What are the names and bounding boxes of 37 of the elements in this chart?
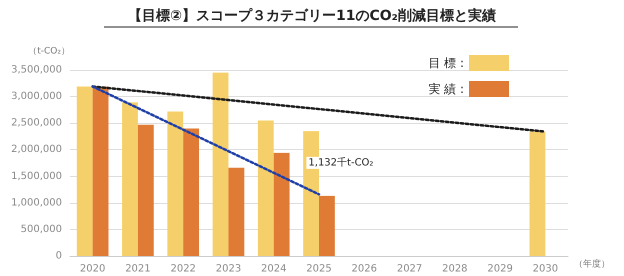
legend-label: 目 標 : — [428, 56, 464, 70]
x-tick-label: 2030 — [532, 264, 558, 274]
y-tick-label: 2,500,000 — [11, 118, 62, 129]
bar — [319, 196, 335, 256]
x-axis-title: （年度） — [574, 258, 610, 270]
bar — [258, 120, 274, 256]
x-tick-label: 2024 — [261, 264, 286, 274]
x-tick-label: 2029 — [487, 264, 513, 274]
y-tick-label: 1,000,000 — [11, 197, 62, 208]
y-tick-label: 0 — [56, 250, 62, 262]
bar — [76, 86, 93, 256]
x-tick-label: 2027 — [396, 264, 422, 274]
x-tick-label: 2026 — [352, 264, 377, 274]
x-tick-label: 2020 — [80, 264, 106, 274]
y-tick-label: 500,000 — [20, 224, 62, 235]
x-tick-label: 2023 — [216, 264, 242, 274]
bar — [122, 102, 138, 256]
x-tick-label: 2028 — [442, 264, 468, 274]
bar — [138, 124, 154, 256]
bar — [274, 152, 290, 256]
x-tick-label: 2022 — [170, 264, 196, 274]
bar — [228, 168, 244, 256]
chart-title: 【目標②】スコープ３カテゴリー11のCO₂削減目標と実績 — [128, 7, 496, 24]
y-tick-label: 3,000,000 — [11, 91, 62, 102]
y-tick-label: 3,500,000 — [11, 64, 62, 76]
x-tick-label: 2025 — [306, 264, 332, 274]
bar — [212, 72, 228, 256]
y-tick-label: 2,000,000 — [11, 144, 62, 156]
bar — [183, 128, 200, 256]
bar — [92, 86, 108, 256]
y-axis-title: （t-CO₂） — [28, 46, 70, 56]
annotation: 1,132千t-CO₂ — [308, 156, 374, 168]
bar — [530, 132, 546, 256]
bar — [167, 111, 184, 256]
y-tick-label: 1,500,000 — [11, 170, 62, 182]
x-tick-label: 2021 — [125, 264, 151, 274]
legend-label: 実 績 : — [428, 82, 464, 96]
